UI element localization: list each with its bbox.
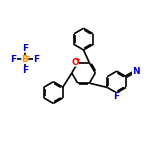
Text: N: N xyxy=(132,67,140,76)
Text: +: + xyxy=(74,57,80,62)
Text: F: F xyxy=(33,55,39,64)
Text: B: B xyxy=(21,55,28,64)
Text: F: F xyxy=(22,44,28,53)
Text: F: F xyxy=(10,55,17,64)
Text: F: F xyxy=(114,92,120,101)
Text: F: F xyxy=(22,66,28,75)
Text: −: − xyxy=(25,54,30,60)
Text: O: O xyxy=(71,58,79,67)
